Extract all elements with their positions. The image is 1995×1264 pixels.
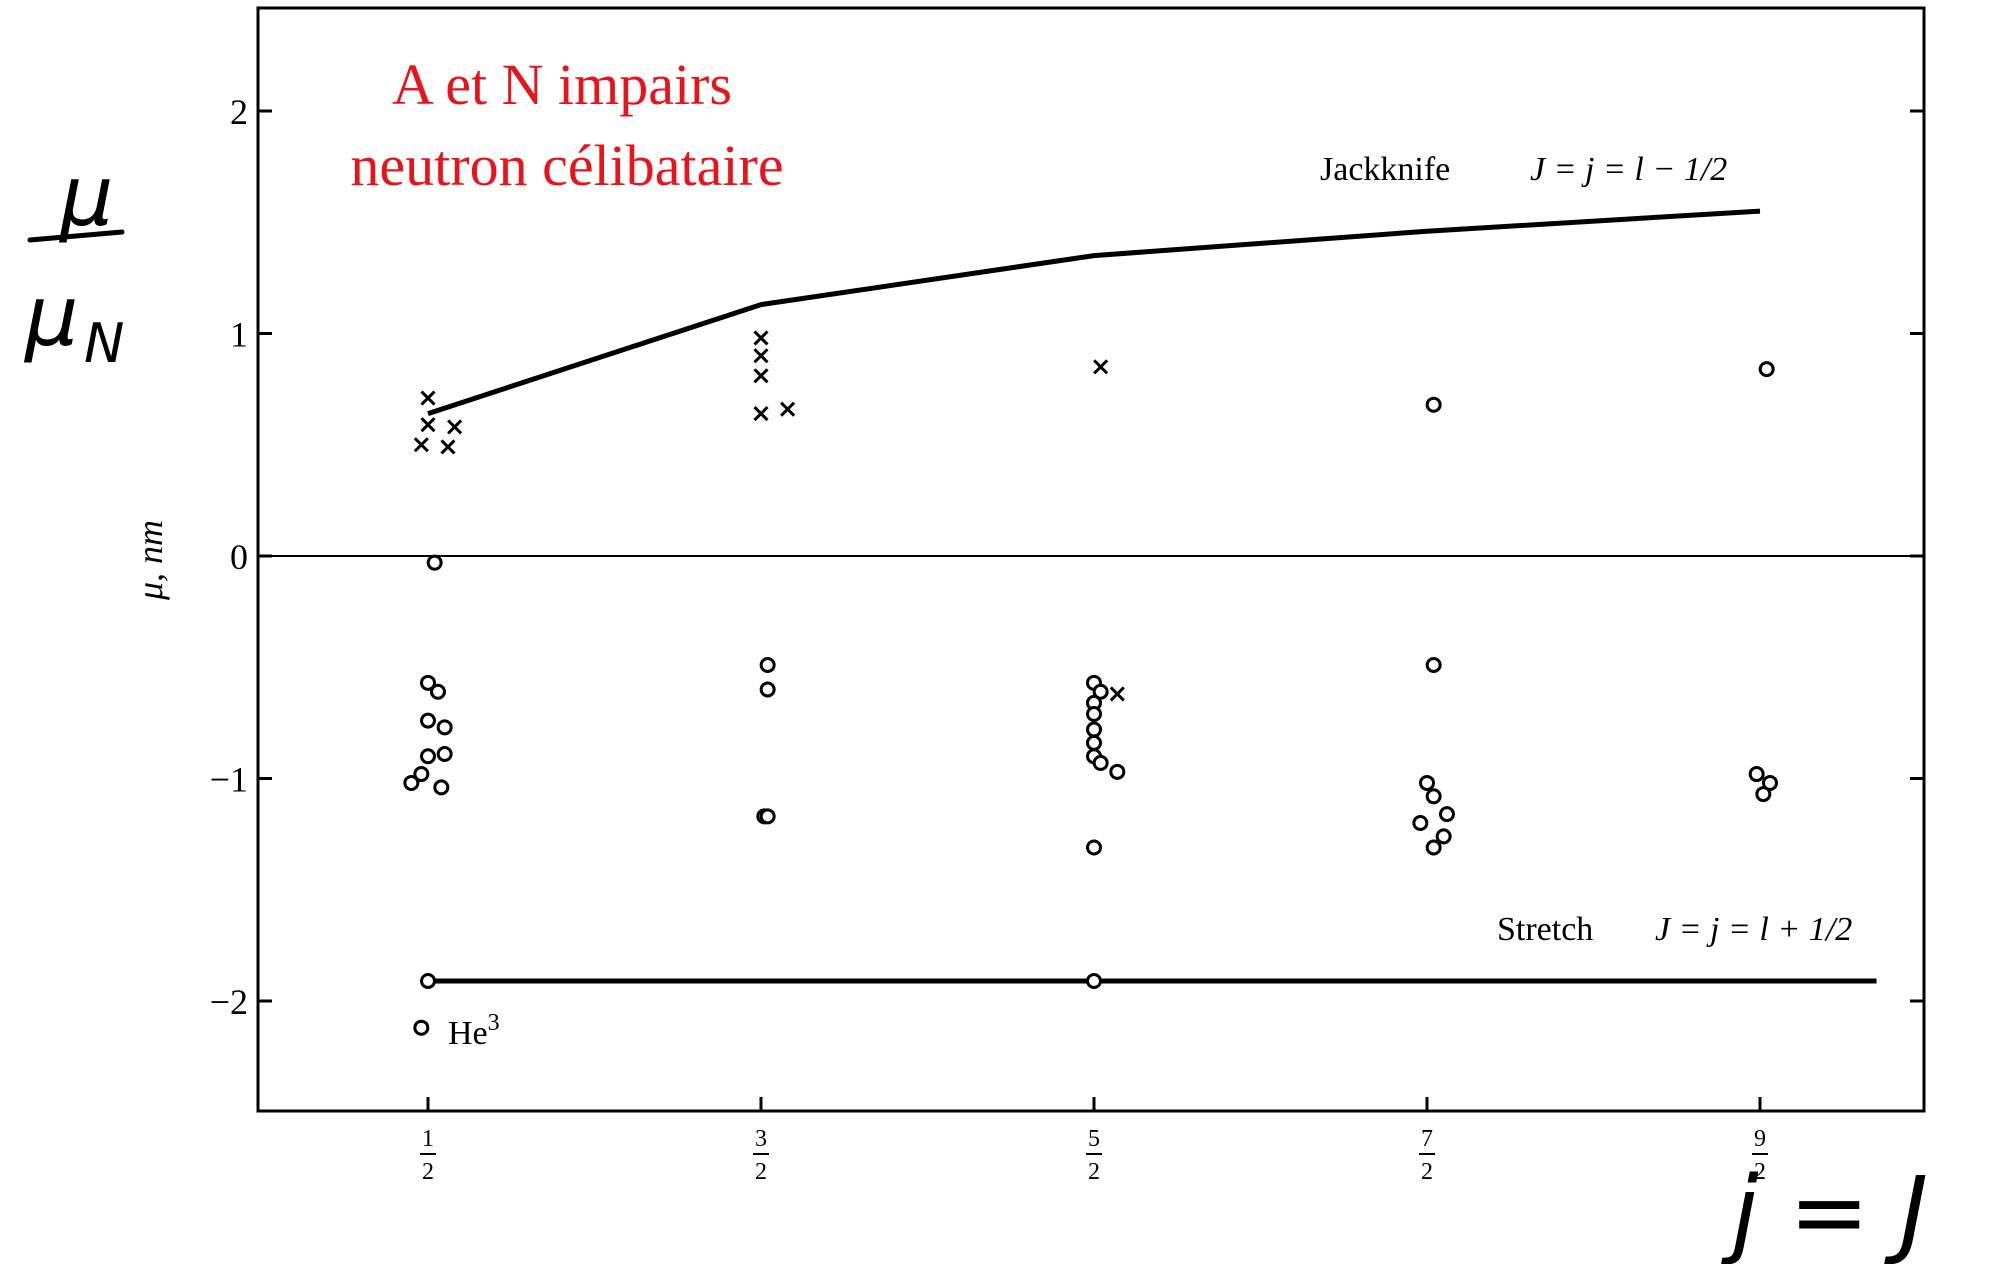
circle-point [436, 719, 453, 736]
data-points [403, 330, 1778, 1036]
circle-point [1086, 705, 1102, 722]
x-tick-denominator: 2 [422, 1159, 434, 1185]
svg-text:He3: He3 [448, 1010, 500, 1052]
cross-point [440, 439, 456, 455]
circle-point [759, 681, 776, 698]
circle-point [1092, 754, 1109, 771]
handwritten-x-label: j = J [1721, 1156, 1928, 1264]
circle-point [759, 808, 776, 825]
x-tick-label: 32 [753, 1126, 769, 1185]
cross-point [780, 401, 796, 417]
circle-point [413, 1019, 430, 1036]
circle-point [1761, 774, 1778, 791]
jackknife-label-name: Jackknife [1320, 151, 1450, 188]
circle-point [403, 774, 420, 791]
x-tick-numerator: 9 [1754, 1126, 1766, 1152]
handwritten-mu-subscript: N [84, 312, 124, 375]
jackknife-label-formula: J = j = l − 1/2 [1530, 151, 1727, 188]
cross-point [420, 417, 436, 433]
x-tick-label: 72 [1419, 1126, 1435, 1185]
stretch-label-name: Stretch [1497, 911, 1593, 948]
circle-point [429, 683, 446, 700]
circle-point [413, 766, 430, 783]
cross-point [753, 330, 769, 346]
jackknife-label: Jackknife J = j = l − 1/2 [1320, 151, 1727, 188]
cross-point [1109, 686, 1125, 702]
handwritten-fraction-bar [27, 229, 125, 243]
x-tick-label: 52 [1086, 1126, 1102, 1185]
cross-point [447, 419, 463, 435]
cross-point [753, 406, 769, 422]
handwritten-mu-denominator: μ [23, 267, 78, 365]
circle-point [1435, 828, 1452, 845]
circle-point [420, 712, 436, 729]
x-tick-numerator: 5 [1088, 1126, 1100, 1152]
x-tick-denominator: 2 [1088, 1159, 1100, 1185]
plot-frame [256, 6, 1926, 1113]
circle-point [1412, 815, 1429, 831]
x-tick-denominator: 2 [1421, 1159, 1433, 1185]
circle-point [1425, 396, 1442, 413]
circle-point [1425, 788, 1442, 805]
circle-point [1425, 839, 1442, 856]
circle-point [1419, 774, 1435, 791]
circle-point [1755, 786, 1772, 803]
x-tick-label: 92 [1752, 1126, 1768, 1185]
x-tick-label: 12 [420, 1126, 436, 1185]
model-lines [427, 208, 1877, 984]
x-tick-denominator: 2 [1754, 1159, 1766, 1185]
circle-point [420, 748, 436, 765]
circle-point [433, 779, 450, 796]
circle-point [759, 657, 776, 674]
annotation-line-1: A et N impairs [392, 52, 732, 117]
cross-point [753, 348, 769, 364]
he3-label-sup: 3 [488, 1010, 500, 1036]
circle-point [1086, 734, 1102, 751]
x-tick-numerator: 3 [755, 1126, 767, 1152]
circle-point [1438, 806, 1455, 823]
cross-point [1093, 359, 1109, 375]
circle-point [1086, 721, 1102, 738]
y-axis-ticks: 2 1 0 −1 −2 [210, 92, 1924, 1022]
x-tick-denominator: 2 [755, 1159, 767, 1185]
circle-point [1748, 766, 1765, 783]
cross-point [413, 437, 429, 453]
circle-point [1092, 683, 1109, 700]
circle-point [420, 972, 436, 989]
y-tick-label: 0 [230, 537, 248, 577]
stretch-label-formula: J = j = l + 1/2 [1655, 911, 1852, 948]
circle-point [1758, 361, 1775, 378]
circle-point [426, 554, 443, 571]
he3-label-text: He [448, 1015, 488, 1052]
x-tick-numerator: 7 [1421, 1126, 1433, 1152]
stretch-label: Stretch J = j = l + 1/2 [1497, 911, 1852, 948]
cross-point [420, 390, 436, 406]
y-tick-label: 2 [230, 92, 248, 132]
x-tick-numerator: 1 [422, 1126, 434, 1152]
circle-point [1425, 657, 1442, 674]
jackknife-line [427, 208, 1761, 416]
handwritten-y-label: μ μ N [23, 147, 125, 375]
cross-point [753, 368, 769, 384]
y-tick-label: −2 [210, 982, 248, 1022]
y-axis-label: μ, nm [130, 520, 170, 601]
circle-point [1086, 839, 1102, 856]
annotation-line-2: neutron célibataire [350, 133, 783, 198]
y-tick-label: −1 [210, 760, 248, 800]
he3-label: He3 [448, 1010, 500, 1052]
circle-point [1086, 972, 1102, 989]
handwritten-mu-numerator: μ [58, 147, 113, 245]
circle-point [420, 674, 436, 691]
circle-point [436, 746, 453, 763]
circle-point [1109, 763, 1126, 780]
y-tick-label: 1 [230, 315, 248, 355]
